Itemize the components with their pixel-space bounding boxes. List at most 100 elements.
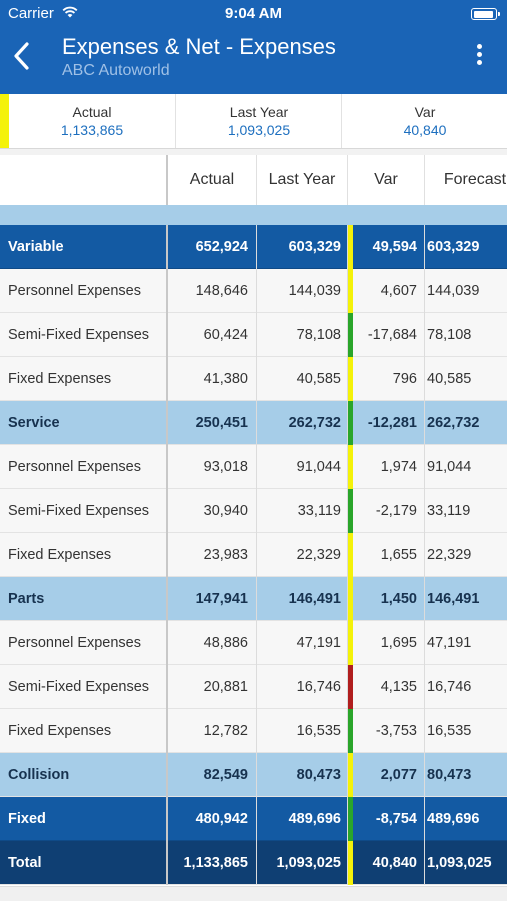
variance-flag	[348, 621, 353, 665]
cell-actual: 82,549	[168, 753, 257, 797]
cell-actual: 652,924	[168, 225, 257, 269]
summary-label: Actual	[72, 104, 112, 120]
summary-value: 1,093,025	[227, 122, 291, 138]
cell-var: -3,753	[353, 709, 425, 753]
row-label: Variable	[0, 225, 168, 269]
row-label: Parts	[0, 577, 168, 621]
cell-last-year: 603,329	[257, 225, 348, 269]
cell-last-year: 47,191	[257, 621, 348, 665]
cell-forecast: 16,746	[427, 679, 472, 695]
variance-indicator	[0, 94, 9, 148]
cell-actual: 1,133,865	[168, 841, 257, 885]
cell-var: -17,684	[353, 313, 425, 357]
summary-var: Var 40,840	[341, 94, 507, 148]
summary-value: 1,133,865	[60, 122, 124, 138]
group-row[interactable]: Fixed 480,942 489,696 -8,754 489,696	[0, 797, 507, 841]
table-row[interactable]: Personnel Expenses 93,018 91,044 1,974 91,04…	[0, 445, 507, 489]
group-row[interactable]: Service 250,451 262,732 -12,281 262,732	[0, 401, 507, 445]
cell-var: 40,840	[353, 841, 425, 885]
table-row[interactable]: Fixed Expenses 41,380 40,585 796 40,585	[0, 357, 507, 401]
cell-forecast: 91,044	[427, 459, 472, 475]
variance-flag	[348, 753, 353, 797]
table-row[interactable]: Personnel Expenses 148,646 144,039 4,607 144…	[0, 269, 507, 313]
cell-var: 1,655	[353, 533, 425, 577]
row-label: Semi-Fixed Expenses	[0, 489, 168, 533]
cell-last-year: 146,491	[257, 577, 348, 621]
cell-var: 1,695	[353, 621, 425, 665]
cell-actual: 48,886	[168, 621, 257, 665]
group-row[interactable]: Variable 652,924 603,329 49,594 603,329	[0, 225, 507, 269]
summary-strip: Actual 1,133,865 Last Year 1,093,025 Var…	[0, 94, 507, 149]
cell-actual: 148,646	[168, 269, 257, 313]
variance-flag	[348, 577, 353, 621]
table-row[interactable]: Fixed Expenses 12,782 16,535 -3,753 16,535	[0, 709, 507, 753]
table-row[interactable]: Semi-Fixed Expenses 60,424 78,108 -17,684 78…	[0, 313, 507, 357]
cell-actual: 30,940	[168, 489, 257, 533]
variance-flag	[348, 445, 353, 489]
row-label: Fixed Expenses	[0, 533, 168, 577]
navigation-bar: Carrier 9:04 AM Expenses & Net - Expense…	[0, 0, 507, 94]
row-label: Fixed	[0, 797, 168, 841]
column-header-last-year[interactable]: Last Year	[257, 155, 348, 205]
row-label: Personnel Expenses	[0, 445, 168, 489]
row-label: Personnel Expenses	[0, 621, 168, 665]
column-header-forecast[interactable]: Forecast	[443, 171, 507, 188]
scrolled-row-edge	[0, 205, 507, 225]
cell-forecast: 144,039	[427, 283, 480, 299]
summary-last-year: Last Year 1,093,025	[175, 94, 342, 148]
cell-forecast: 262,732	[427, 415, 480, 431]
cell-forecast: 1,093,025	[427, 855, 492, 871]
column-header-actual[interactable]: Actual	[168, 155, 257, 205]
variance-flag	[348, 225, 353, 269]
grid-header: Actual Last Year Var Forecast	[0, 155, 507, 206]
cell-last-year: 16,746	[257, 665, 348, 709]
data-grid[interactable]: Actual Last Year Var Forecast Variable 65…	[0, 155, 507, 886]
variance-flag	[348, 841, 353, 885]
cell-actual: 12,782	[168, 709, 257, 753]
cell-var: 4,607	[353, 269, 425, 313]
cell-forecast: 33,119	[427, 503, 471, 519]
status-time: 9:04 AM	[225, 5, 282, 22]
group-row[interactable]: Total 1,133,865 1,093,025 40,840 1,093,025	[0, 841, 507, 885]
cell-actual: 480,942	[168, 797, 257, 841]
cell-last-year: 16,535	[257, 709, 348, 753]
row-label: Total	[0, 841, 168, 885]
summary-label: Var	[414, 104, 436, 120]
cell-last-year: 22,329	[257, 533, 348, 577]
cell-forecast: 80,473	[427, 767, 472, 783]
cell-forecast: 16,535	[427, 723, 472, 739]
summary-actual: Actual 1,133,865	[9, 94, 175, 148]
group-row[interactable]: Collision 82,549 80,473 2,077 80,473	[0, 753, 507, 797]
cell-var: -8,754	[353, 797, 425, 841]
cell-var: 796	[353, 357, 425, 401]
variance-flag	[348, 797, 353, 841]
table-row[interactable]: Semi-Fixed Expenses 30,940 33,119 -2,179 33,…	[0, 489, 507, 533]
cell-forecast: 146,491	[427, 591, 480, 607]
table-row[interactable]: Fixed Expenses 23,983 22,329 1,655 22,329	[0, 533, 507, 577]
summary-value: 40,840	[403, 122, 447, 138]
cell-last-year: 91,044	[257, 445, 348, 489]
row-label: Fixed Expenses	[0, 709, 168, 753]
column-header-var[interactable]: Var	[348, 155, 425, 205]
variance-flag	[348, 313, 353, 357]
cell-actual: 147,941	[168, 577, 257, 621]
cell-var: -2,179	[353, 489, 425, 533]
cell-actual: 60,424	[168, 313, 257, 357]
table-row[interactable]: Personnel Expenses 48,886 47,191 1,695 47,19…	[0, 621, 507, 665]
cell-var: 1,450	[353, 577, 425, 621]
cell-last-year: 262,732	[257, 401, 348, 445]
variance-flag	[348, 269, 353, 313]
row-label: Personnel Expenses	[0, 269, 168, 313]
variance-flag	[348, 665, 353, 709]
cell-actual: 41,380	[168, 357, 257, 401]
group-row[interactable]: Parts 147,941 146,491 1,450 146,491	[0, 577, 507, 621]
page-title: Expenses & Net - Expenses	[62, 34, 336, 59]
more-menu-icon[interactable]	[475, 44, 483, 68]
back-chevron-icon[interactable]	[10, 40, 34, 72]
cell-forecast: 603,329	[427, 239, 480, 255]
header-corner	[0, 155, 168, 205]
cell-last-year: 80,473	[257, 753, 348, 797]
row-label: Semi-Fixed Expenses	[0, 665, 168, 709]
table-row[interactable]: Semi-Fixed Expenses 20,881 16,746 4,135 16,7…	[0, 665, 507, 709]
cell-last-year: 40,585	[257, 357, 348, 401]
